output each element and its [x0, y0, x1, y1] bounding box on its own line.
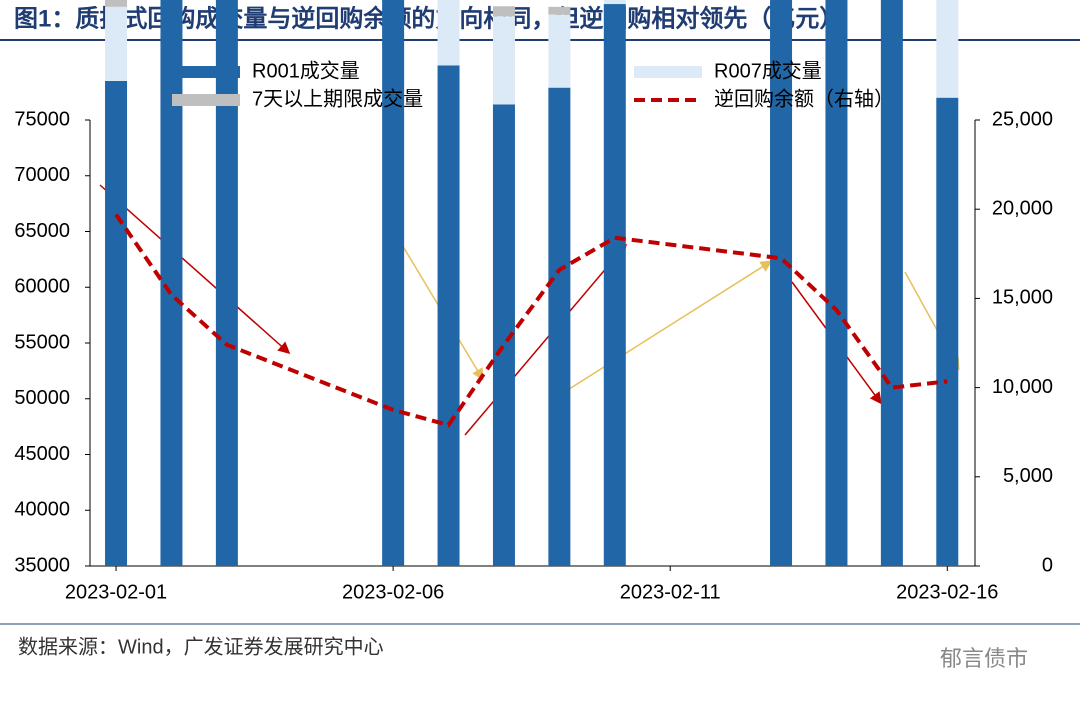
bar-segment [492, 16, 515, 105]
bar-segment [603, 4, 626, 567]
bar-segment [548, 6, 571, 15]
bar-segment [160, 0, 183, 566]
y2-tick-label: 10,000 [992, 376, 1053, 398]
y-tick-label: 35000 [14, 554, 70, 576]
chart-title: 图1：质押式回购成交量与逆回购余额的方向相同，但逆回购相对领先（亿元） [14, 4, 843, 32]
bar-segment [492, 6, 515, 17]
legend-swatch [172, 94, 240, 106]
y2-tick-label: 25,000 [992, 108, 1053, 130]
legend-label: R001成交量 [252, 59, 360, 82]
bar-segment [936, 97, 959, 566]
legend-label: R007成交量 [714, 59, 822, 82]
bar-segment [437, 0, 460, 66]
bar-segment [105, 6, 128, 81]
bar-segment [770, 0, 793, 566]
legend-swatch [634, 66, 702, 78]
bar-segment [382, 0, 405, 566]
line-series [114, 213, 948, 428]
watermark: 郁言债市 [940, 646, 1028, 671]
bar-segment [603, 0, 626, 5]
x-tick-label: 2023-02-11 [620, 581, 721, 603]
bar-segment [437, 65, 460, 567]
bar-segment [936, 0, 959, 98]
bar-segment [548, 14, 571, 88]
y-tick-label: 45000 [14, 443, 70, 465]
legend-swatch [172, 66, 240, 78]
y2-tick-label: 5,000 [1003, 465, 1053, 487]
y2-tick-label: 0 [1042, 554, 1053, 576]
y2-tick-label: 20,000 [992, 197, 1053, 219]
bar-segment [825, 0, 848, 566]
bar-segment [105, 80, 128, 566]
arrow [554, 260, 773, 399]
x-tick-label: 2023-02-06 [342, 581, 444, 603]
y-tick-label: 60000 [14, 276, 70, 298]
x-tick-label: 2023-02-01 [65, 581, 167, 603]
bar-segment [215, 0, 238, 566]
bar-segment [492, 104, 515, 566]
y-tick-label: 40000 [14, 499, 70, 521]
y-tick-label: 70000 [14, 164, 70, 186]
arrow [464, 243, 627, 436]
y-tick-label: 50000 [14, 387, 70, 409]
bar-segment [548, 87, 571, 566]
arrow [99, 184, 291, 354]
y-tick-label: 65000 [14, 220, 70, 242]
legend-label: 7天以上期限成交量 [252, 87, 423, 110]
bar-segment [105, 0, 128, 7]
source: 数据来源：Wind，广发证券发展研究中心 [18, 635, 384, 658]
x-tick-label: 2023-02-16 [896, 581, 998, 603]
y-tick-label: 55000 [14, 331, 70, 353]
bar-segment [880, 0, 903, 566]
y2-tick-label: 15,000 [992, 287, 1053, 309]
legend-label: 逆回购余额（右轴） [714, 87, 894, 110]
y-tick-label: 75000 [14, 108, 70, 130]
